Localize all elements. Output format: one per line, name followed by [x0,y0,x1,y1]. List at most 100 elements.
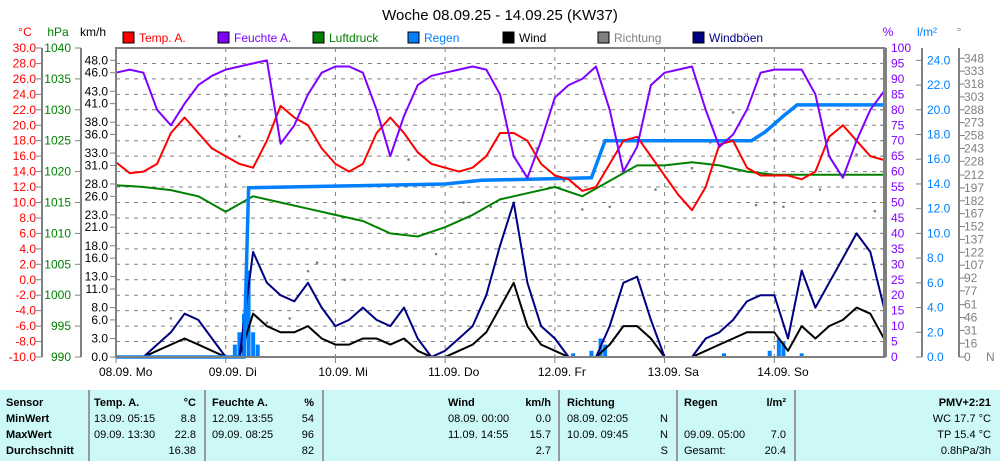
col-sensor: Sensor MinWert MaxWert Durchschnitt [0,390,90,461]
wind-tick-label: 31.0 [85,158,109,172]
pressure-tick-label: 1040 [44,41,71,55]
dew-point: TP 15.4 °C [937,429,991,441]
direction-tick-label: 288 [964,103,984,117]
rain-bar [589,350,594,357]
pressure-tick-label: 1035 [44,72,71,86]
direction-point [580,208,584,211]
head-sensor: Sensor [6,397,44,409]
x-tick-label: 11.09. Do [428,365,479,379]
wind-tick-label: 43.0 [85,84,109,98]
dir-min-time: 08.09. 02:05 [567,413,629,425]
row-max-label: MaxWert [6,429,52,441]
temp-avg: 16.38 [168,445,196,457]
direction-tick-label: 212 [964,168,984,182]
legend-swatch [217,31,230,44]
direction-point [782,205,785,209]
pressure-unit: hPa [47,25,69,39]
direction-tick-label: 182 [964,194,984,208]
hum-max: 96 [301,429,314,441]
temp-tick-label: -2.0 [15,288,36,302]
rain-tick-label: 22.0 [927,78,951,92]
rain-bar [767,350,772,357]
direction-point [873,209,877,213]
legend-label: Temp. A. [139,31,186,45]
rain-tick-label: 2.0 [927,325,944,339]
legend-swatch [692,31,705,44]
direction-point [855,153,858,156]
rain-unit: l/m² [917,25,937,39]
temp-tick-label: -4.0 [15,304,36,318]
dir-avg: S [660,445,668,457]
rain-tick-label: 14.0 [927,177,951,191]
temp-tick-label: 26.0 [13,72,37,86]
direction-tick-label: 167 [964,207,984,221]
rain-tick-label: 24.0 [927,53,951,67]
pressure-tick-label: 1000 [44,288,71,302]
pressure-tick-label: 1010 [44,226,71,240]
direction-tick-label: 258 [964,129,984,143]
temp-min-time: 13.09. 05:15 [94,413,156,425]
temp-max-time: 09.09. 13:30 [94,429,156,441]
wind-tick-label: 26.0 [85,189,109,203]
direction-point [315,261,319,264]
wind-tick-label: 16.0 [85,251,109,265]
col-humidity: Feuchte A. % 12.09. 13:55 54 09.09. 08:2… [206,390,324,461]
series [115,59,885,359]
direction-tick-label: 197 [964,181,984,195]
pressure-trend: 0.8hPa/3h [940,445,991,457]
x-tick-label: 08.09. Mo [99,365,153,379]
wind-min: 0.0 [535,413,551,425]
pressure-tick-label: 1020 [44,165,71,179]
head-wind: Wind [448,397,475,409]
temp-tick-label: 8.0 [19,211,36,225]
pressure-tick-label: 995 [51,319,71,333]
direction-point [562,179,566,183]
humidity-tick-label: 35 [891,242,905,256]
direction-tick-label: 273 [964,116,984,130]
direction-point [343,278,346,282]
row-avg-label: Durchschnitt [6,445,74,457]
pressure-tick-label: 1005 [44,257,71,271]
direction-point [489,205,493,209]
col-wind: Wind km/h 08.09. 00:00 0.0 11.09. 14:55 … [324,390,560,461]
humidity-tick-label: 15 [891,304,905,318]
rain-bar [246,270,251,357]
humidity-tick-label: 50 [891,196,905,210]
x-tick-label: 13.09. Sa [648,365,700,379]
temp-tick-label: 20.0 [13,118,37,132]
direction-tick-label: 333 [964,64,984,78]
rain-total: 20.4 [764,445,786,457]
legend: Temp. A. Feuchte A. Luftdruck Regen Wind Rich… [122,31,763,45]
wind-tick-label: 36.0 [85,128,109,142]
rain-tick-label: 18.0 [927,128,951,142]
temp-tick-label: 6.0 [19,226,36,240]
humidity-tick-label: 100 [891,41,911,55]
temp-tick-label: 18.0 [13,134,37,148]
wind-tick-label: 3.0 [91,331,108,345]
col-direction: Richtung 08.09. 02:05 N 10.09. 09:45 N S [560,390,678,461]
direction-point [462,201,465,204]
luftdruck-line [115,161,884,238]
direction-tick-label: 0 [964,350,971,364]
rain-bar [251,332,256,357]
wind-tick-label: 13.0 [85,270,109,284]
direction-north-label: N [986,350,995,364]
legend-swatch [122,31,135,44]
direction-tick-label: 137 [964,232,984,246]
temp-tick-label: 10.0 [13,196,37,210]
legend-label: Regen [424,31,459,45]
wind-max-time: 11.09. 14:55 [448,429,509,441]
wind-tick-label: 48.0 [85,53,109,67]
humidity-unit: % [883,25,894,39]
direction-tick-label: 61 [964,298,978,312]
legend-swatch [407,31,420,44]
wind-min-time: 08.09. 00:00 [448,413,510,425]
legend-swatch [502,31,515,44]
humidity-tick-label: 65 [891,149,905,163]
wind-unit: km/h [80,25,106,39]
rain-tick-label: 0.0 [927,350,944,364]
direction-point [731,111,735,114]
rain-cumulative-line [116,103,884,359]
legend-label: Richtung [614,31,661,45]
rain-tick-label: 10.0 [927,226,951,240]
